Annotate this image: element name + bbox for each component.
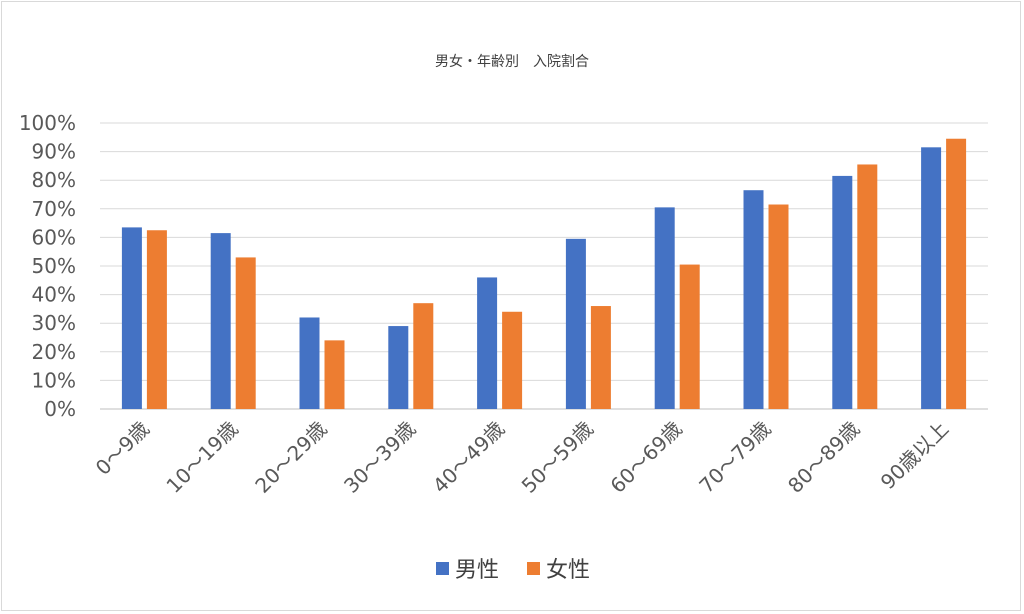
bar-male <box>388 326 409 409</box>
y-tick-label: 40% <box>32 283 76 307</box>
y-tick-label: 60% <box>32 225 76 249</box>
legend-swatch <box>527 562 540 575</box>
bar-female <box>590 306 611 409</box>
y-tick-label: 30% <box>32 311 76 335</box>
x-tick-label: 90歳以上 <box>876 417 953 494</box>
gridlines <box>100 122 988 410</box>
x-axis: 0～9歳 10～19歳 20～29歳 30～39歳 40～49歳 50～59歳 60～69歳… <box>91 417 953 498</box>
bar-female <box>502 311 523 409</box>
x-tick-label: 40～49歳 <box>428 417 509 498</box>
bar-male <box>477 277 498 409</box>
x-tick-label: 50～59歳 <box>517 417 598 498</box>
legend: 男性 女性 <box>436 558 590 583</box>
bar-female <box>768 204 789 409</box>
y-tick-label: 80% <box>32 168 76 192</box>
legend-label: 男性 <box>455 558 499 583</box>
y-tick-label: 70% <box>32 197 76 221</box>
y-tick-label: 90% <box>32 140 76 164</box>
bar-male <box>743 190 764 409</box>
y-tick-label: 10% <box>32 368 76 392</box>
bar-male <box>832 175 853 409</box>
bar-female <box>235 257 256 409</box>
bar-male <box>921 147 942 409</box>
x-tick-label: 70～79歳 <box>694 417 775 498</box>
x-tick-label: 30～39歳 <box>339 417 420 498</box>
bar-female <box>146 230 167 409</box>
bar-male <box>299 317 320 409</box>
bar-male <box>121 227 142 409</box>
bar-male <box>565 238 586 409</box>
bar-female <box>946 138 967 410</box>
x-tick-label: 60～69歳 <box>605 417 686 498</box>
y-axis: 0% 10% 20% 30% 40% 50% 60% 70% 80% 90% 100% <box>19 111 76 421</box>
legend-label: 女性 <box>546 558 590 583</box>
y-tick-label: 50% <box>32 254 76 278</box>
bars <box>121 138 967 410</box>
legend-swatch <box>436 562 449 575</box>
bar-female <box>857 164 878 409</box>
bar-male <box>654 207 675 409</box>
x-tick-label: 0～9歳 <box>91 417 154 480</box>
bar-male <box>210 233 231 409</box>
y-tick-label: 100% <box>19 111 76 135</box>
bar-female <box>324 340 345 409</box>
x-tick-label: 10～19歳 <box>161 417 242 498</box>
x-tick-label: 80～89歳 <box>783 417 864 498</box>
chart-title: 男女・年齢別 入院割合 <box>435 53 589 70</box>
x-tick-label: 20～29歳 <box>250 417 331 498</box>
y-tick-label: 20% <box>32 340 76 364</box>
bar-female <box>413 303 434 409</box>
bar-female <box>679 264 700 409</box>
y-tick-label: 0% <box>44 397 76 421</box>
